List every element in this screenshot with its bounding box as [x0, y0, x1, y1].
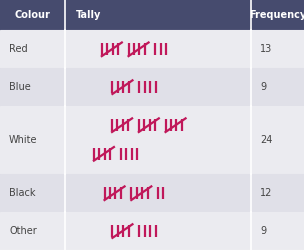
- Text: 9: 9: [260, 226, 266, 236]
- Bar: [65, 30, 251, 68]
- Bar: [251, 212, 304, 250]
- Bar: [0, 174, 65, 212]
- Bar: [65, 212, 251, 250]
- Bar: [251, 0, 304, 30]
- Text: 24: 24: [260, 135, 272, 145]
- Bar: [251, 68, 304, 106]
- Bar: [65, 0, 251, 30]
- Text: Black: Black: [9, 188, 36, 198]
- Text: Frequency: Frequency: [249, 10, 304, 20]
- Text: Colour: Colour: [15, 10, 51, 20]
- Bar: [0, 212, 65, 250]
- Text: 9: 9: [260, 82, 266, 92]
- Bar: [251, 106, 304, 174]
- Text: Other: Other: [9, 226, 37, 236]
- Text: Red: Red: [9, 44, 28, 54]
- Bar: [65, 174, 251, 212]
- Text: Tally: Tally: [76, 10, 101, 20]
- Bar: [0, 30, 65, 68]
- Text: Blue: Blue: [9, 82, 31, 92]
- Bar: [0, 106, 65, 174]
- Bar: [0, 68, 65, 106]
- Text: 12: 12: [260, 188, 272, 198]
- Text: White: White: [9, 135, 38, 145]
- Bar: [0, 0, 65, 30]
- Bar: [65, 106, 251, 174]
- Bar: [251, 174, 304, 212]
- Bar: [65, 68, 251, 106]
- Bar: [251, 30, 304, 68]
- Text: 13: 13: [260, 44, 272, 54]
